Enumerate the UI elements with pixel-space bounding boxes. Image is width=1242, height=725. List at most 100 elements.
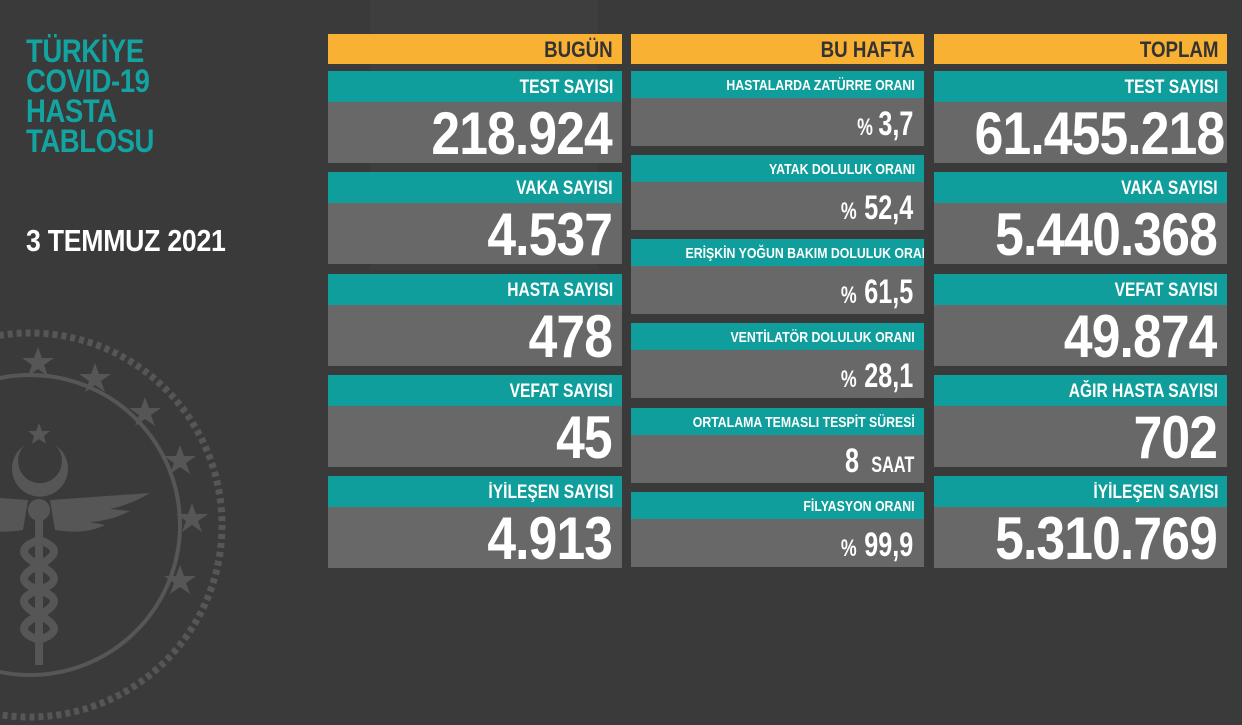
stat-value: 218.924 [328, 102, 622, 163]
today-header-label: BUGÜN [544, 37, 613, 62]
stat-value-text: 3,7 [879, 105, 914, 143]
stat-label: İYİLEŞEN SAYISI [934, 476, 1227, 507]
total-column: TOPLAM TEST SAYISI 61.455.218 VAKA SAYIS… [934, 34, 1227, 568]
this-week-header-label: BU HAFTA [820, 37, 915, 62]
pneumonia-rate-card: HASTALARDA ZATÜRRE ORANI % 3,7 [631, 71, 924, 146]
stat-value: 8 SAAT [631, 435, 924, 483]
stat-value-text: 49.874 [1064, 305, 1218, 366]
stat-value: % 61,5 [631, 266, 924, 314]
stat-label-text: VAKA SAYISI [516, 178, 613, 199]
stat-label: FİLYASYON ORANI [631, 492, 924, 519]
today-test-card: TEST SAYISI 218.924 [328, 71, 622, 163]
stat-value-text: 4.913 [487, 507, 613, 568]
stat-value: 5.310.769 [934, 507, 1227, 568]
ventilator-occupancy-card: VENTİLATÖR DOLULUK ORANI % 28,1 [631, 323, 924, 398]
stat-label: YATAK DOLULUK ORANI [631, 155, 924, 182]
stat-label: VAKA SAYISI [934, 172, 1227, 203]
stat-label-text: VENTİLATÖR DOLULUK ORANI [730, 329, 915, 346]
stat-label-text: ERİŞKİN YOĞUN BAKIM DOLULUK ORANI [685, 245, 924, 262]
contact-detection-time-card: ORTALAMA TEMASLI TESPİT SÜRESİ 8 SAAT [631, 408, 924, 483]
stat-label: HASTALARDA ZATÜRRE ORANI [631, 71, 924, 98]
stat-value-text: 52,4 [865, 189, 914, 227]
stat-value: 61.455.218 [934, 102, 1227, 163]
stat-label: VENTİLATÖR DOLULUK ORANI [631, 323, 924, 350]
total-header-label: TOPLAM [1139, 37, 1218, 62]
stat-value: 4.913 [328, 507, 622, 568]
stat-label-text: TEST SAYISI [1124, 77, 1218, 98]
stat-label: HASTA SAYISI [328, 274, 622, 305]
total-case-card: VAKA SAYISI 5.440.368 [934, 172, 1227, 264]
today-recovered-card: İYİLEŞEN SAYISI 4.913 [328, 476, 622, 568]
today-patient-card: HASTA SAYISI 478 [328, 274, 622, 366]
stat-label: VEFAT SAYISI [934, 274, 1227, 305]
today-death-card: VEFAT SAYISI 45 [328, 375, 622, 467]
stat-value: 45 [328, 406, 622, 467]
today-case-card: VAKA SAYISI 4.537 [328, 172, 622, 264]
stat-label: TEST SAYISI [328, 71, 622, 102]
stat-label: ORTALAMA TEMASLI TESPİT SÜRESİ [631, 408, 924, 435]
title-line: TÜRKİYE [26, 33, 144, 69]
stat-label-text: İYİLEŞEN SAYISI [1093, 482, 1218, 503]
stat-value-text: 478 [528, 305, 612, 366]
unit-label: SAAT [866, 452, 914, 477]
total-severe-patient-card: AĞIR HASTA SAYISI 702 [934, 375, 1227, 467]
stat-value-text: 61,5 [865, 273, 914, 311]
total-death-card: VEFAT SAYISI 49.874 [934, 274, 1227, 366]
stat-value: 4.537 [328, 203, 622, 264]
stat-value: 478 [328, 305, 622, 366]
stat-label-text: VEFAT SAYISI [509, 381, 613, 402]
stat-value-text: 28,1 [865, 357, 914, 395]
title-line: COVID-19 [26, 63, 150, 99]
stat-label-text: FİLYASYON ORANI [803, 498, 915, 515]
stat-value-text: 4.537 [487, 203, 613, 264]
title-line: HASTA [26, 93, 117, 129]
total-header: TOPLAM [934, 34, 1227, 64]
stat-label: VEFAT SAYISI [328, 375, 622, 406]
title-line: TABLOSU [26, 123, 154, 159]
percent-sign: % [857, 114, 874, 141]
stat-value-text: 61.455.218 [974, 102, 1226, 163]
total-recovered-card: İYİLEŞEN SAYISI 5.310.769 [934, 476, 1227, 568]
icu-occupancy-card: ERİŞKİN YOĞUN BAKIM DOLULUK ORANI % 61,5 [631, 239, 924, 314]
stat-value: 49.874 [934, 305, 1227, 366]
stat-value: 5.440.368 [934, 203, 1227, 264]
stat-label-text: HASTA SAYISI [507, 280, 613, 301]
stat-value: % 52,4 [631, 182, 924, 230]
stat-label: İYİLEŞEN SAYISI [328, 476, 622, 507]
percent-sign: % [841, 366, 858, 393]
stat-label-text: İYİLEŞEN SAYISI [488, 482, 613, 503]
stat-value: % 3,7 [631, 98, 924, 146]
stat-label-text: TEST SAYISI [519, 77, 613, 98]
stat-value-text: 8 [844, 442, 859, 480]
stat-value-text: 99,9 [865, 526, 914, 564]
this-week-header: BU HAFTA [631, 34, 924, 64]
this-week-column: BU HAFTA HASTALARDA ZATÜRRE ORANI % 3,7 Y… [631, 34, 924, 567]
stat-label-text: VEFAT SAYISI [1114, 280, 1218, 301]
stat-label-text: HASTALARDA ZATÜRRE ORANI [726, 77, 915, 94]
stat-label: ERİŞKİN YOĞUN BAKIM DOLULUK ORANI [631, 239, 924, 266]
stat-label-text: VAKA SAYISI [1121, 178, 1218, 199]
today-header: BUGÜN [328, 34, 622, 64]
stat-value: % 99,9 [631, 519, 924, 567]
filiation-rate-card: FİLYASYON ORANI % 99,9 [631, 492, 924, 567]
stat-value-text: 5.310.769 [995, 507, 1218, 568]
stat-value-text: 702 [1133, 406, 1217, 467]
health-ministry-emblem-icon [0, 329, 226, 721]
percent-sign: % [841, 535, 858, 562]
percent-sign: % [841, 198, 858, 225]
bed-occupancy-card: YATAK DOLULUK ORANI % 52,4 [631, 155, 924, 230]
stat-label: AĞIR HASTA SAYISI [934, 375, 1227, 406]
stat-label: VAKA SAYISI [328, 172, 622, 203]
stat-value: % 28,1 [631, 350, 924, 398]
percent-sign: % [841, 282, 858, 309]
stat-label-text: ORTALAMA TEMASLI TESPİT SÜRESİ [692, 414, 915, 431]
stat-value-text: 45 [556, 406, 613, 467]
report-date: 3 TEMMUZ 2021 [26, 223, 226, 258]
stat-label-text: YATAK DOLULUK ORANI [768, 161, 915, 178]
stat-value: 702 [934, 406, 1227, 467]
stat-value-text: 5.440.368 [995, 203, 1218, 264]
page-title: TÜRKİYE COVID-19 HASTA TABLOSU [26, 33, 154, 159]
today-column: BUGÜN TEST SAYISI 218.924 VAKA SAYISI 4.… [328, 34, 622, 568]
stat-value-text: 218.924 [431, 102, 612, 163]
stat-label-text: AĞIR HASTA SAYISI [1068, 381, 1218, 402]
